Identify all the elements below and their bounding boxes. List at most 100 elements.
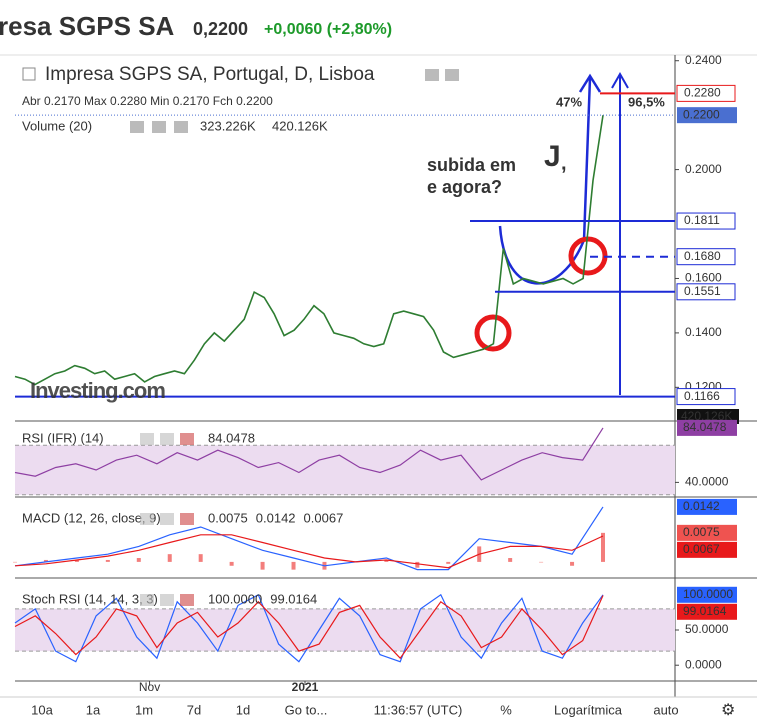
legend-value: 100.0000	[208, 591, 262, 606]
value-box	[677, 498, 737, 515]
indicator-icon[interactable]	[180, 594, 194, 606]
level-label: 0.1811	[684, 213, 720, 227]
y-tick-label: 0.1400	[685, 325, 722, 339]
series-line	[14, 593, 604, 663]
histogram-bar	[74, 559, 79, 562]
value-box	[677, 419, 737, 436]
level-box	[676, 84, 736, 102]
ohlc-info: Abr 0.2170 Max 0.2280 Min 0.2170 Fch 0.2…	[22, 94, 273, 108]
histogram-bar	[539, 561, 544, 563]
histogram-bar	[260, 561, 265, 570]
annotation: e agora?	[427, 177, 502, 197]
watermark: Investing.com	[30, 378, 165, 403]
panel-dividers	[15, 420, 757, 682]
y-tick-label: 0.2400	[685, 53, 722, 67]
chart-title: Impresa SGPS SA, Portugal, D, Lisboa	[45, 64, 375, 85]
histogram-bar	[229, 561, 234, 566]
level-label: 0.1551	[684, 284, 721, 298]
value-box-label: 0.0067	[683, 542, 720, 556]
histogram-bar	[508, 558, 513, 562]
histogram-bar	[167, 554, 172, 562]
toolbar-button[interactable]: 11:36:57 (UTC)	[374, 702, 463, 717]
level-box	[676, 212, 736, 230]
level-label: 0.1166	[684, 389, 720, 403]
annotation: 96,5%	[628, 94, 665, 109]
toolbar-button[interactable]: Logarítmica	[554, 702, 623, 717]
toolbar-button[interactable]: 1m	[135, 702, 153, 717]
histogram-bar	[136, 558, 141, 562]
indicator-icon[interactable]	[160, 594, 174, 606]
histogram-bar	[601, 532, 605, 562]
level-label: 0.1680	[684, 249, 721, 263]
histogram-bar	[415, 561, 420, 568]
highlight-circle	[474, 314, 512, 352]
indicator-title: Stoch RSI (14, 14, 3, 3)	[22, 591, 158, 606]
histogram-bar	[105, 559, 110, 562]
y-tick-label: 0.0000	[685, 657, 722, 671]
legend-value: 0.0075	[208, 510, 248, 525]
level-box	[676, 283, 736, 301]
legend-value: 0.0142	[256, 510, 296, 525]
header-price: 0,2200	[193, 19, 248, 39]
indicator-icon[interactable]	[140, 433, 154, 445]
value-box	[677, 541, 737, 558]
indicator-icon[interactable]	[180, 433, 194, 445]
y-tick-label: 0.1600	[685, 271, 722, 285]
indicator-icon[interactable]	[160, 513, 174, 525]
indicator-title: RSI (IFR) (14)	[22, 430, 104, 445]
settings-icon[interactable]: ⚙	[721, 702, 735, 719]
toolbar-button[interactable]: 7d	[187, 702, 201, 717]
annotation: 47%	[556, 94, 582, 109]
value-box-label: 84.0478	[683, 420, 727, 434]
series-line	[14, 115, 604, 386]
legend-value: 84.0478	[208, 430, 255, 445]
indicator-icon[interactable]	[180, 513, 194, 525]
value-box-label: 0.0142	[683, 499, 720, 513]
panel-icons	[22, 67, 459, 133]
x-tick-label: Nov	[139, 680, 160, 694]
volume-title: Volume (20)	[22, 118, 92, 133]
legend-value: 0.0067	[304, 510, 344, 525]
volume-axis-label: 420.126K	[681, 409, 732, 423]
band	[15, 445, 675, 495]
toolbar-button[interactable]: auto	[653, 702, 678, 717]
toolbar-button[interactable]: %	[500, 702, 512, 717]
instrument-name: resa SGPS SA	[0, 11, 175, 41]
value-box-label: 0.2200	[683, 107, 720, 121]
value-box-label: 99.0164	[683, 604, 727, 618]
annotation: subida em	[427, 155, 516, 175]
value-box	[677, 524, 737, 541]
indicator-icon[interactable]	[160, 433, 174, 445]
toolbar-button[interactable]: 1d	[236, 702, 250, 717]
annotation: J	[544, 140, 561, 173]
indicator-icon[interactable]	[140, 513, 154, 525]
header-change: +0,0060 (+2,80%)	[264, 21, 392, 38]
histogram-bar	[13, 561, 17, 563]
value-box	[677, 586, 737, 603]
histogram-bar	[198, 554, 203, 562]
volume-value: 323.226K	[200, 118, 256, 133]
histogram-bar	[43, 559, 48, 562]
series-line	[14, 506, 604, 571]
value-box	[677, 603, 737, 620]
histogram-bar	[291, 561, 296, 570]
legend-value: 99.0164	[270, 591, 317, 606]
value-box-label: 100.0000	[683, 587, 733, 601]
toolbar-button[interactable]: Go to...	[285, 702, 328, 717]
x-tick-label: 2021	[292, 680, 319, 694]
y-tick-label: 50.0000	[685, 622, 729, 636]
level-box	[676, 248, 736, 266]
toolbar-button[interactable]: 1a	[86, 702, 101, 717]
series-line	[14, 427, 604, 481]
level-box	[676, 388, 736, 406]
indicator-icon[interactable]	[140, 594, 154, 606]
histogram-bar	[446, 561, 451, 564]
y-tick-label: 0.2000	[685, 162, 722, 176]
toolbar-button[interactable]: 10a	[31, 702, 53, 717]
volume-value: 420.126K	[272, 118, 328, 133]
series-line	[14, 595, 604, 660]
level-label: 0.2280	[684, 86, 721, 100]
indicator-title: MACD (12, 26, close, 9)	[22, 510, 161, 525]
